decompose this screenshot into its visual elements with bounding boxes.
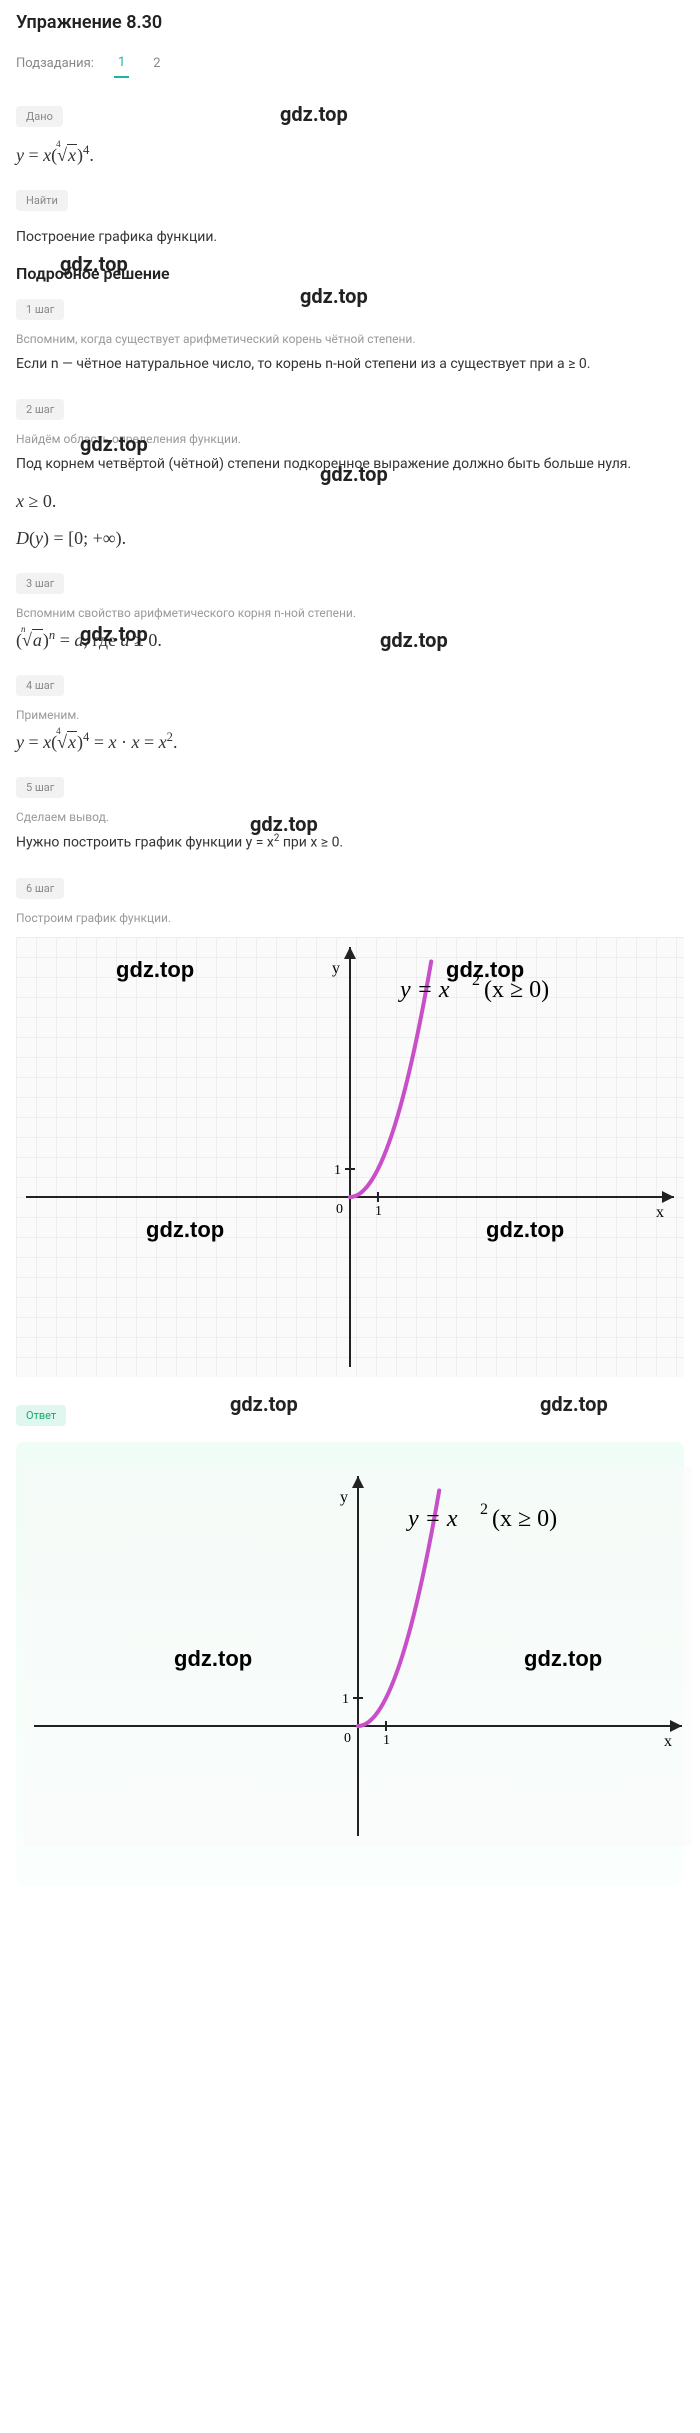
step-badge: 3 шаг xyxy=(16,573,64,594)
svg-text:1: 1 xyxy=(383,1733,390,1748)
watermark: gdz.top xyxy=(300,284,368,308)
step-text: Нужно построить график функции y = x2 пр… xyxy=(16,832,684,854)
step-badge: 4 шаг xyxy=(16,675,64,696)
svg-text:y = x: y = x xyxy=(398,977,450,1003)
answer-chart: 0 1 1 y x y = x 2(x ≥ 0) gdz.top gdz.top xyxy=(24,1466,692,1846)
svg-text:gdz.top: gdz.top xyxy=(446,957,524,982)
step-badge: 6 шаг xyxy=(16,878,64,899)
step-desc: Применим. xyxy=(16,708,684,722)
step-badge: 5 шаг xyxy=(16,777,64,798)
svg-text:y: y xyxy=(332,960,340,977)
step-math: x ≥ 0. xyxy=(16,491,684,512)
find-text: Построение графика функции. xyxy=(16,227,684,248)
svg-text:gdz.top: gdz.top xyxy=(524,1646,602,1671)
tab-2[interactable]: 2 xyxy=(149,50,164,77)
step-desc: Найдём область определения функции. xyxy=(16,432,684,446)
watermark: gdz.top xyxy=(540,1392,608,1416)
exercise-title: Упражнение 8.30 xyxy=(16,12,684,33)
svg-text:x: x xyxy=(664,1733,672,1750)
given-badge: Дано xyxy=(16,106,63,127)
svg-text:1: 1 xyxy=(375,1204,382,1219)
watermark: gdz.top xyxy=(280,102,348,126)
svg-text:(x ≥ 0): (x ≥ 0) xyxy=(492,1506,557,1532)
find-badge: Найти xyxy=(16,190,68,211)
watermark: gdz.top xyxy=(230,1392,298,1416)
answer-box: 0 1 1 y x y = x 2(x ≥ 0) gdz.top gdz.top xyxy=(16,1442,684,1886)
step-text: Если n — чётное натуральное число, то ко… xyxy=(16,354,684,375)
tab-1[interactable]: 1 xyxy=(114,49,129,78)
svg-text:0: 0 xyxy=(344,1731,351,1746)
function-chart: 011yxy = x2(x ≥ 0)gdz.topgdz.topgdz.topg… xyxy=(16,937,684,1377)
subtask-label: Подзадания: xyxy=(16,56,94,71)
answer-badge: Ответ xyxy=(16,1405,66,1426)
step-desc: Построим график функции. xyxy=(16,911,684,925)
step-math: y = x(4√x)4 = x · x = x2. xyxy=(16,730,684,753)
step-desc: Вспомним свойство арифметического корня … xyxy=(16,606,684,620)
given-formula: y = x(4√x)4. xyxy=(16,143,684,166)
step-math: D(y) = [0; +∞). xyxy=(16,528,684,549)
svg-text:1: 1 xyxy=(334,1163,341,1178)
svg-text:gdz.top: gdz.top xyxy=(174,1646,252,1671)
subtask-tabs: Подзадания: 1 2 xyxy=(16,49,684,78)
svg-text:gdz.top: gdz.top xyxy=(486,1217,564,1242)
step-desc: Вспомним, когда существует арифметически… xyxy=(16,332,684,346)
svg-text:1: 1 xyxy=(342,1692,349,1707)
svg-text:gdz.top: gdz.top xyxy=(146,1217,224,1242)
solution-heading: Подробное решение xyxy=(16,264,684,283)
step-math: (n√a)n = a, где a ≥ 0. xyxy=(16,628,684,651)
svg-text:gdz.top: gdz.top xyxy=(116,957,194,982)
step-badge: 1 шаг xyxy=(16,299,64,320)
svg-text:0: 0 xyxy=(336,1202,343,1217)
svg-text:2: 2 xyxy=(480,1501,488,1518)
svg-text:y: y xyxy=(340,1489,348,1506)
step-desc: Сделаем вывод. xyxy=(16,810,684,824)
step-badge: 2 шаг xyxy=(16,399,64,420)
svg-text:x: x xyxy=(656,1204,664,1221)
svg-text:y = x: y = x xyxy=(406,1506,458,1532)
step-text: Под корнем четвёртой (чётной) степени по… xyxy=(16,454,684,475)
